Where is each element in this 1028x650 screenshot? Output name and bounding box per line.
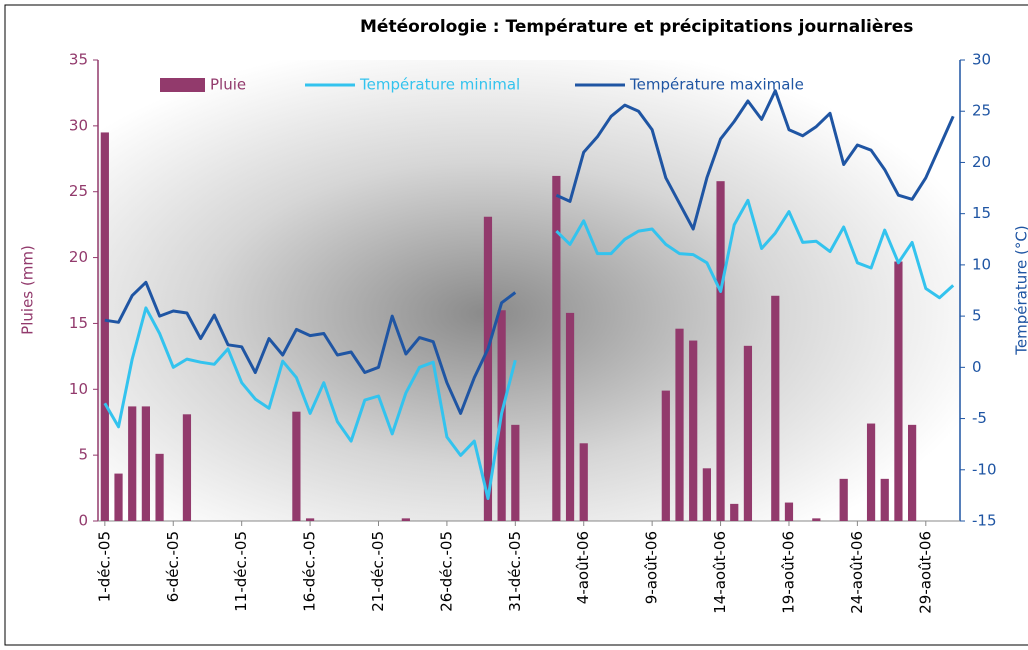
x-tick-label: 6-déc.-05 <box>164 531 182 602</box>
bar <box>128 406 137 521</box>
legend-label: Température minimal <box>359 76 520 94</box>
y-tick-label: 20 <box>69 248 88 266</box>
bar <box>784 502 794 521</box>
y-axis-label: Pluies (mm) <box>19 245 37 335</box>
y2-tick-label: 30 <box>972 51 991 69</box>
bar <box>716 181 725 522</box>
y-tick-label: 30 <box>69 116 88 134</box>
x-tick-label: 16-déc.-05 <box>301 531 319 612</box>
legend-label: Pluie <box>210 76 246 94</box>
y-tick-label: 25 <box>69 182 88 200</box>
bar <box>292 411 301 521</box>
x-tick-label: 9-août-06 <box>643 531 661 604</box>
bar <box>866 423 876 521</box>
x-tick-label: 26-déc.-05 <box>437 531 455 612</box>
x-tick-label: 31-déc.-05 <box>506 531 524 612</box>
legend-swatch <box>160 78 205 92</box>
bar <box>839 478 848 521</box>
line <box>103 198 955 500</box>
bar <box>579 443 588 521</box>
bar <box>483 216 493 522</box>
y2-tick-label: 0 <box>972 358 982 376</box>
x-tick-label: 19-août-06 <box>779 531 797 614</box>
bar <box>565 312 575 521</box>
y2-axis-label: Température (°C) <box>1013 225 1028 355</box>
y2-tick-label: -15 <box>972 512 997 530</box>
x-tick-label: 21-déc.-05 <box>369 531 387 612</box>
y-tick-label: 15 <box>69 314 88 332</box>
bar <box>771 295 780 521</box>
bar <box>661 390 670 521</box>
x-tick-label: 29-août-06 <box>916 531 934 614</box>
bar <box>141 406 150 521</box>
bar <box>689 340 698 521</box>
bar <box>702 468 711 521</box>
bar <box>908 424 917 521</box>
y2-tick-label: 25 <box>972 102 991 120</box>
y2-tick-label: -5 <box>972 409 987 427</box>
bar <box>675 328 684 521</box>
y-tick-label: 10 <box>69 380 88 398</box>
plot-area <box>98 60 960 521</box>
bar <box>182 414 192 521</box>
bar <box>155 453 164 521</box>
y-tick-label: 5 <box>78 446 88 464</box>
bar <box>880 478 889 521</box>
bar <box>812 518 821 521</box>
line <box>104 89 955 415</box>
x-tick-label: 4-août-06 <box>574 531 592 604</box>
bar <box>305 518 315 521</box>
y-tick-label: 0 <box>78 512 88 530</box>
x-tick-label: 1-déc.-05 <box>95 531 113 602</box>
legend-label: Température maximale <box>629 76 804 94</box>
chart-title: Météorologie : Température et précipitat… <box>360 17 913 37</box>
y2-tick-label: -10 <box>972 460 997 478</box>
y2-tick-label: 5 <box>972 307 982 325</box>
bar <box>100 132 109 521</box>
bar <box>401 518 410 521</box>
bar <box>743 345 753 521</box>
y2-tick-label: 10 <box>972 255 991 273</box>
bar <box>114 473 123 521</box>
bar <box>894 261 903 521</box>
y2-tick-label: 20 <box>972 153 991 171</box>
x-tick-label: 24-août-06 <box>848 531 866 614</box>
y-tick-label: 35 <box>69 51 88 69</box>
bar <box>511 424 520 521</box>
y2-tick-label: 15 <box>972 204 991 222</box>
x-tick-label: 14-août-06 <box>711 531 729 614</box>
bar <box>730 503 739 521</box>
bar <box>552 175 561 521</box>
x-tick-label: 11-déc.-05 <box>232 531 250 612</box>
